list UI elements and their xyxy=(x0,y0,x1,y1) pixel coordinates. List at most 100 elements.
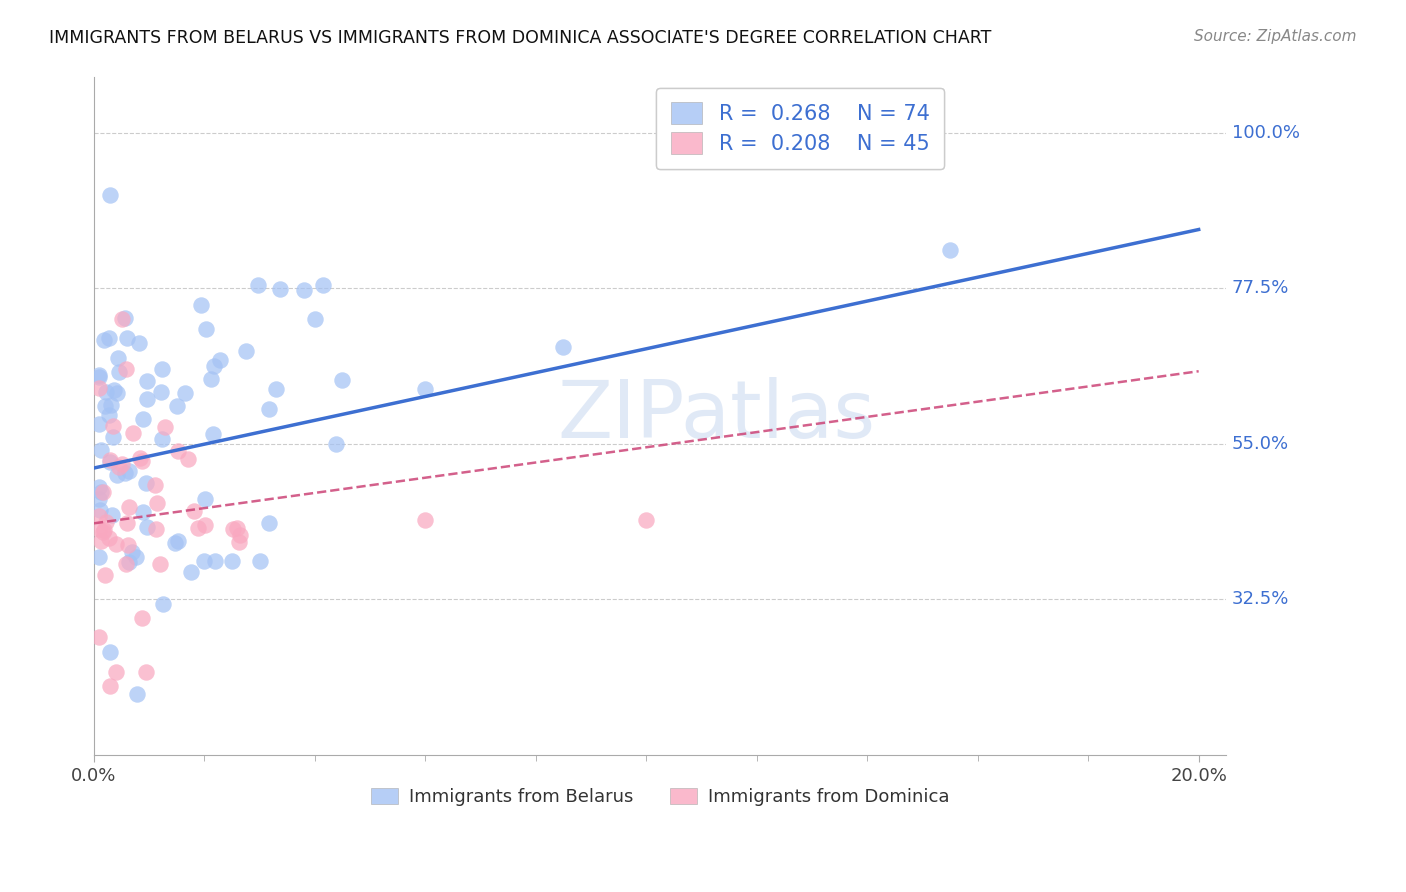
Point xyxy=(183,504,205,518)
Point xyxy=(122,425,145,440)
Point xyxy=(150,362,173,376)
Point xyxy=(553,340,575,354)
Point xyxy=(145,496,167,510)
Point xyxy=(225,521,247,535)
Point xyxy=(105,665,128,679)
Point xyxy=(89,417,111,431)
Point xyxy=(136,392,159,406)
Point xyxy=(145,522,167,536)
Point xyxy=(89,509,111,524)
Point xyxy=(149,557,172,571)
Point xyxy=(121,545,143,559)
Point xyxy=(257,516,280,531)
Point xyxy=(98,331,121,345)
Point xyxy=(110,312,132,326)
Point xyxy=(195,322,218,336)
Point xyxy=(209,353,232,368)
Point xyxy=(152,597,174,611)
Point xyxy=(132,411,155,425)
Legend: Immigrants from Belarus, Immigrants from Dominica: Immigrants from Belarus, Immigrants from… xyxy=(364,780,956,814)
Point xyxy=(111,457,134,471)
Point xyxy=(94,399,117,413)
Point xyxy=(94,568,117,582)
Point xyxy=(415,513,437,527)
Point xyxy=(89,370,111,384)
Point xyxy=(200,372,222,386)
Point xyxy=(98,645,121,659)
Point xyxy=(167,444,190,458)
Point xyxy=(228,528,250,542)
Point xyxy=(90,534,112,549)
Point xyxy=(100,679,122,693)
Point xyxy=(89,549,111,564)
Point xyxy=(187,521,209,535)
Point xyxy=(304,312,326,326)
Point xyxy=(93,333,115,347)
Point xyxy=(193,554,215,568)
Point xyxy=(104,537,127,551)
Point xyxy=(107,460,129,475)
Point xyxy=(94,385,117,400)
Point xyxy=(90,443,112,458)
Point xyxy=(150,432,173,446)
Point xyxy=(167,534,190,549)
Point xyxy=(89,630,111,644)
Point xyxy=(103,430,125,444)
Point xyxy=(105,386,128,401)
Point xyxy=(636,513,658,527)
Text: Source: ZipAtlas.com: Source: ZipAtlas.com xyxy=(1194,29,1357,44)
Point xyxy=(166,399,188,413)
Point xyxy=(118,464,141,478)
Point xyxy=(136,374,159,388)
Point xyxy=(114,467,136,481)
Point xyxy=(264,382,287,396)
Point xyxy=(100,508,122,523)
Point xyxy=(202,426,225,441)
Point xyxy=(135,520,157,534)
Point xyxy=(143,478,166,492)
Point xyxy=(101,419,124,434)
Point xyxy=(228,535,250,549)
Point xyxy=(128,335,150,350)
Text: IMMIGRANTS FROM BELARUS VS IMMIGRANTS FROM DOMINICA ASSOCIATE'S DEGREE CORRELATI: IMMIGRANTS FROM BELARUS VS IMMIGRANTS FR… xyxy=(49,29,991,46)
Point xyxy=(124,549,146,564)
Point xyxy=(269,282,291,296)
Text: 77.5%: 77.5% xyxy=(1232,279,1289,297)
Point xyxy=(93,523,115,537)
Point xyxy=(89,381,111,395)
Point xyxy=(115,516,138,530)
Text: 55.0%: 55.0% xyxy=(1232,434,1289,453)
Point xyxy=(91,485,114,500)
Point xyxy=(125,687,148,701)
Point xyxy=(100,188,122,202)
Point xyxy=(117,538,139,552)
Point xyxy=(221,554,243,568)
Point xyxy=(177,452,200,467)
Point xyxy=(292,284,315,298)
Point xyxy=(163,535,186,549)
Text: ZIPatlas: ZIPatlas xyxy=(558,377,876,455)
Point xyxy=(325,436,347,450)
Point xyxy=(332,372,354,386)
Point xyxy=(939,244,962,258)
Text: 100.0%: 100.0% xyxy=(1232,124,1299,142)
Point xyxy=(107,365,129,379)
Point xyxy=(222,522,245,536)
Point xyxy=(131,453,153,467)
Point xyxy=(311,278,333,293)
Point xyxy=(118,555,141,569)
Point xyxy=(174,385,197,400)
Point xyxy=(257,402,280,417)
Text: 32.5%: 32.5% xyxy=(1232,591,1289,608)
Point xyxy=(98,408,121,422)
Point xyxy=(117,331,139,345)
Point xyxy=(150,385,173,400)
Point xyxy=(98,455,121,469)
Point xyxy=(129,451,152,466)
Point xyxy=(153,420,176,434)
Point xyxy=(100,399,122,413)
Point xyxy=(190,298,212,312)
Point xyxy=(98,453,121,467)
Point xyxy=(117,500,139,514)
Point xyxy=(114,557,136,571)
